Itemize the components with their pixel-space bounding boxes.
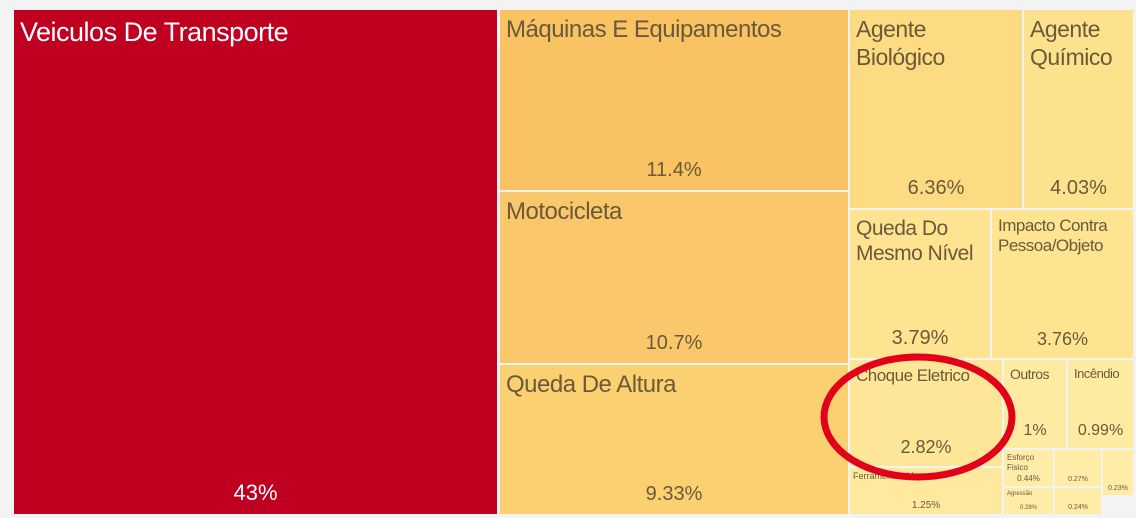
treemap-cell: Agente Biológico 6.36%	[850, 10, 1022, 208]
treemap-cell: Agressão 0.28%	[1004, 488, 1053, 514]
treemap-cell: Queda De Altura 9.33%	[500, 365, 848, 514]
cell-value: 0.23%	[1108, 485, 1128, 492]
cell-value: 10.7%	[645, 332, 703, 354]
cell-value: 1.25%	[911, 500, 941, 511]
cell-value: 0.27%	[1068, 476, 1088, 483]
cell-name: Incêndio	[1074, 366, 1120, 381]
treemap-cell: Máquinas E Equipamentos 11.4%	[500, 10, 848, 190]
cell-name: Outros	[1010, 366, 1050, 382]
cell-value: 3.79%	[891, 327, 949, 349]
cell-name: Impacto Contra Pessoa/Objeto	[998, 216, 1108, 256]
treemap-cell: Veiculos De Transporte 43%	[14, 10, 497, 514]
cell-value: 43%	[233, 480, 278, 505]
treemap-cell: Queda Do Mesmo Nível 3.79%	[850, 210, 990, 358]
treemap-cell: Choque Eletrico 2.82%	[850, 360, 1002, 466]
cell-value: 11.4%	[646, 159, 702, 181]
cell-value: 0.44%	[1017, 474, 1040, 483]
cell-name: Veiculos De Transporte	[20, 17, 289, 47]
cell-name: Queda Do Mesmo Nível	[856, 217, 974, 266]
cell-name: Motocicleta	[506, 198, 622, 225]
cell-name: Agente Químico	[1030, 16, 1113, 70]
cell-name: Máquinas E Equipamentos	[506, 16, 782, 43]
treemap-cell: Impacto Contra Pessoa/Objeto 3.76%	[992, 210, 1133, 358]
treemap-cell: 0.27%	[1055, 450, 1101, 486]
treemap-cell: Ferramentas Manuais 1.25%	[850, 468, 1002, 514]
cell-name: Queda De Altura	[506, 371, 676, 398]
cell-value: 0.28%	[1019, 505, 1037, 511]
treemap-cell: Agente Químico 4.03%	[1024, 10, 1133, 208]
cell-name: Ferramentas Manuais	[853, 471, 941, 481]
cell-value: 3.76%	[1036, 329, 1089, 349]
cell-name: Agressão	[1007, 491, 1033, 497]
cell-value: 6.36%	[907, 177, 965, 199]
cell-value: 2.82%	[900, 437, 952, 457]
treemap-cell: Outros 1%	[1004, 360, 1066, 448]
treemap-cell: Motocicleta 10.7%	[500, 192, 848, 363]
cell-name: Esforço Fisico	[1007, 453, 1035, 472]
treemap-cell: Esforço Fisico 0.44%	[1004, 450, 1053, 486]
cell-value: 4.03%	[1050, 177, 1107, 199]
treemap-cell: 0.23%	[1103, 450, 1133, 495]
cell-value: 0.99%	[1077, 422, 1124, 439]
treemap-cell: 0.24%	[1055, 488, 1101, 514]
cell-name: Agente Biológico	[856, 16, 945, 70]
cell-value: 1%	[1023, 422, 1047, 439]
cell-value: 0.24%	[1068, 504, 1088, 511]
treemap-cell: Incêndio 0.99%	[1068, 360, 1133, 448]
cell-name: Choque Eletrico	[856, 366, 970, 385]
cell-value: 9.33%	[645, 483, 703, 505]
